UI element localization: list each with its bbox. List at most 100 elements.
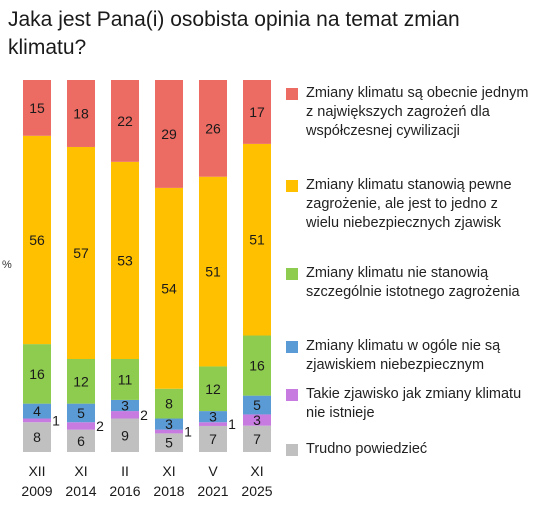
data-label: 3: [209, 409, 217, 425]
bar-segment: [155, 187, 183, 389]
x-tick-label: 2018: [153, 483, 184, 499]
legend-swatch: [286, 444, 298, 456]
chart-title: Jaka jest Pana(i) osobista opinia na tem…: [8, 8, 460, 59]
x-tick-label: 2009: [21, 483, 52, 499]
x-tick-label: XI: [162, 463, 175, 479]
x-tick-label: 2014: [65, 483, 96, 499]
data-label: 9: [121, 427, 129, 443]
bar-segment: [199, 411, 227, 423]
data-label: 57: [73, 245, 89, 261]
data-label: 5: [253, 397, 261, 413]
data-label: 5: [165, 435, 173, 451]
bar-segment: [155, 80, 183, 188]
data-label: 1: [184, 424, 192, 440]
bar-segment: [243, 395, 271, 415]
bars-group: 8141656156251257189231153225138542971312…: [23, 80, 271, 452]
data-label: 6: [77, 433, 85, 449]
bar-segment: [155, 429, 183, 434]
bar-segment: [67, 146, 95, 359]
data-label: 26: [205, 120, 221, 136]
data-label: 3: [253, 412, 261, 428]
x-tick-label: 2025: [241, 483, 272, 499]
data-label: 4: [33, 403, 41, 419]
bar-segment: [111, 399, 139, 412]
data-label: 8: [165, 396, 173, 412]
bar-segment: [199, 176, 227, 367]
data-label: 2: [96, 418, 104, 434]
bar-segment: [67, 429, 95, 452]
bar-segment: [243, 414, 271, 426]
legend-item: Zmiany klimatu stanowią pewne zagrożenie…: [286, 176, 530, 233]
bar-segment: [155, 433, 183, 452]
legend-swatch: [286, 341, 298, 353]
data-label: 15: [29, 100, 45, 116]
data-label: 17: [249, 104, 265, 120]
legend-label: Zmiany klimatu nie stanowią szczególnie …: [306, 265, 520, 300]
x-tick-label: XI: [250, 463, 263, 479]
data-label: 3: [165, 416, 173, 432]
bar-segment: [23, 422, 51, 452]
bar-segment: [111, 359, 139, 400]
data-label: 5: [77, 405, 85, 421]
data-label: 22: [117, 113, 133, 129]
bar-segment: [23, 135, 51, 345]
legend-swatch: [286, 389, 298, 401]
bar-segment: [23, 403, 51, 419]
data-label: 54: [161, 280, 177, 296]
bar-segment: [199, 422, 227, 426]
legend-label: Zmiany klimatu w ogóle nie są zjawiskiem…: [306, 338, 501, 373]
legend-label: Zmiany klimatu są obecnie jednym z najwi…: [306, 85, 529, 139]
legend-item: Takie zjawisko jak zmiany klimatu nie is…: [286, 385, 530, 423]
data-label: 16: [29, 366, 45, 382]
legend-label: Zmiany klimatu stanowią pewne zagrożenie…: [306, 177, 512, 231]
bar-segment: [67, 403, 95, 423]
bar-segment: [155, 418, 183, 430]
bar-segment: [243, 143, 271, 336]
bar-segment: [199, 80, 227, 177]
bar-segment: [67, 422, 95, 430]
legend-swatch: [286, 180, 298, 192]
data-label: 2: [140, 407, 148, 423]
legend-swatch: [286, 88, 298, 100]
data-label: 8: [33, 429, 41, 445]
bar-segment: [111, 418, 139, 452]
legend-label: Trudno powiedzieć: [306, 441, 428, 457]
data-label: 29: [161, 126, 177, 142]
data-label: 56: [29, 232, 45, 248]
legend-item: Zmiany klimatu nie stanowią szczególnie …: [286, 264, 530, 302]
bar-segment: [23, 80, 51, 136]
x-tick-label: 2021: [197, 483, 228, 499]
data-label: 3: [121, 398, 129, 414]
data-label: 1: [52, 412, 60, 428]
bar-segment: [111, 161, 139, 359]
data-label: 1: [228, 416, 236, 432]
x-tick-label: XII: [28, 463, 45, 479]
data-label: 16: [249, 358, 265, 374]
data-label: 7: [253, 431, 261, 447]
bar-segment: [23, 418, 51, 423]
data-label: 7: [209, 431, 217, 447]
bar-segment: [67, 80, 95, 147]
x-tick-label: 2016: [109, 483, 140, 499]
bar-segment: [243, 335, 271, 396]
x-tick-label: II: [121, 463, 129, 479]
bar-segment: [199, 425, 227, 452]
bar-segment: [23, 344, 51, 404]
x-axis-labels: XII 2009 XI 2014 II 2016 XI 2018 V 2021 XI 2025: [21, 463, 272, 499]
legend-item: Zmiany klimatu w ogóle nie są zjawiskiem…: [286, 337, 530, 375]
bar-segment: [155, 388, 183, 419]
bar-segment: [199, 366, 227, 412]
bar-segment: [243, 425, 271, 452]
data-label: 12: [73, 373, 89, 389]
data-label: 51: [205, 264, 221, 280]
x-tick-label: V: [208, 463, 218, 479]
data-label: 51: [249, 232, 265, 248]
legend-item: Trudno powiedzieć: [286, 440, 530, 459]
y-axis-label: %: [2, 259, 12, 271]
bar-segment: [111, 411, 139, 419]
data-label: 12: [205, 381, 221, 397]
bar-segment: [67, 359, 95, 404]
data-label: 11: [118, 371, 133, 387]
data-label: 53: [117, 252, 133, 268]
